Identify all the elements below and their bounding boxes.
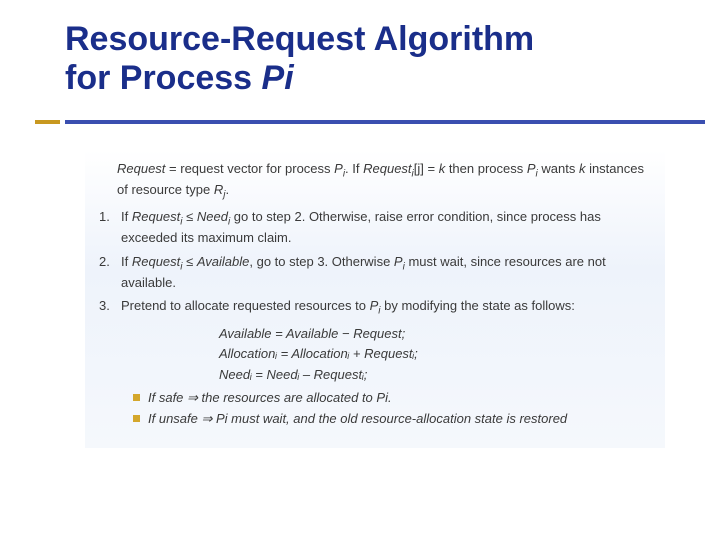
bullets-block: If safe ⇒ the resources are allocated to…: [133, 389, 651, 427]
s2f: P: [394, 254, 403, 269]
lead-w5: Request: [363, 161, 411, 176]
slide-content: Request = request vector for process Pi.…: [85, 150, 665, 448]
s3c: by modifying the state as follows:: [381, 298, 575, 313]
s2e: , go to step 3. Otherwise: [249, 254, 394, 269]
s1c: ≤: [183, 209, 197, 224]
underline-accent: [35, 120, 60, 124]
lead-w9: P: [527, 161, 536, 176]
title-underline: [0, 120, 720, 126]
equation-1: Available = Available − Request;: [219, 325, 651, 343]
step-2-body: If Requesti ≤ Available, go to step 3. O…: [121, 253, 651, 292]
lead-w6: [j] =: [414, 161, 439, 176]
bullet-2-text: If unsafe ⇒ Pi must wait, and the old re…: [148, 410, 651, 428]
s3b: P: [370, 298, 379, 313]
lead-w13: R: [214, 182, 223, 197]
s1d: Need: [197, 209, 228, 224]
lead-w4: . If: [345, 161, 363, 176]
bullet-2: If unsafe ⇒ Pi must wait, and the old re…: [133, 410, 651, 428]
s2c: ≤: [183, 254, 197, 269]
step-3: 3. Pretend to allocate requested resourc…: [99, 297, 651, 318]
step-3-num: 3.: [99, 297, 121, 318]
equation-3: Needᵢ = Needᵢ – Requestᵢ;: [219, 366, 651, 384]
slide-title: Resource-Request Algorithm for Process P…: [65, 20, 720, 98]
title-line1: Resource-Request Algorithm: [65, 20, 534, 58]
lead-w10: wants: [538, 161, 579, 176]
lead-w14: .: [225, 182, 229, 197]
lead-w2: = request vector for process: [165, 161, 334, 176]
equation-2: Allocationᵢ = Allocationᵢ + Requestᵢ;: [219, 345, 651, 363]
s2b: Request: [132, 254, 180, 269]
s3a: Pretend to allocate requested resources …: [121, 298, 370, 313]
step-1: 1. If Requesti ≤ Needi go to step 2. Oth…: [99, 208, 651, 247]
underline-main: [65, 120, 705, 124]
bullet-1: If safe ⇒ the resources are allocated to…: [133, 389, 651, 407]
bullet-dot-icon: [133, 415, 140, 422]
slide-title-block: Resource-Request Algorithm for Process P…: [0, 0, 720, 98]
s2d: Available: [197, 254, 250, 269]
equations-block: Available = Available − Request; Allocat…: [219, 325, 651, 384]
bullet-1-text: If safe ⇒ the resources are allocated to…: [148, 389, 651, 407]
step-2: 2. If Requesti ≤ Available, go to step 3…: [99, 253, 651, 292]
s2a: If: [121, 254, 132, 269]
step-1-num: 1.: [99, 208, 121, 247]
bullet-dot-icon: [133, 394, 140, 401]
title-line2-italic: Pi: [262, 59, 294, 97]
lead-paragraph: Request = request vector for process Pi.…: [99, 160, 651, 202]
step-1-body: If Requesti ≤ Needi go to step 2. Otherw…: [121, 208, 651, 247]
lead-w8: then process: [445, 161, 527, 176]
s1b: Request: [132, 209, 180, 224]
step-2-num: 2.: [99, 253, 121, 292]
step-3-body: Pretend to allocate requested resources …: [121, 297, 651, 318]
lead-w3: P: [334, 161, 343, 176]
lead-w1: Request: [117, 161, 165, 176]
s1a: If: [121, 209, 132, 224]
title-line2-prefix: for Process: [65, 59, 262, 97]
